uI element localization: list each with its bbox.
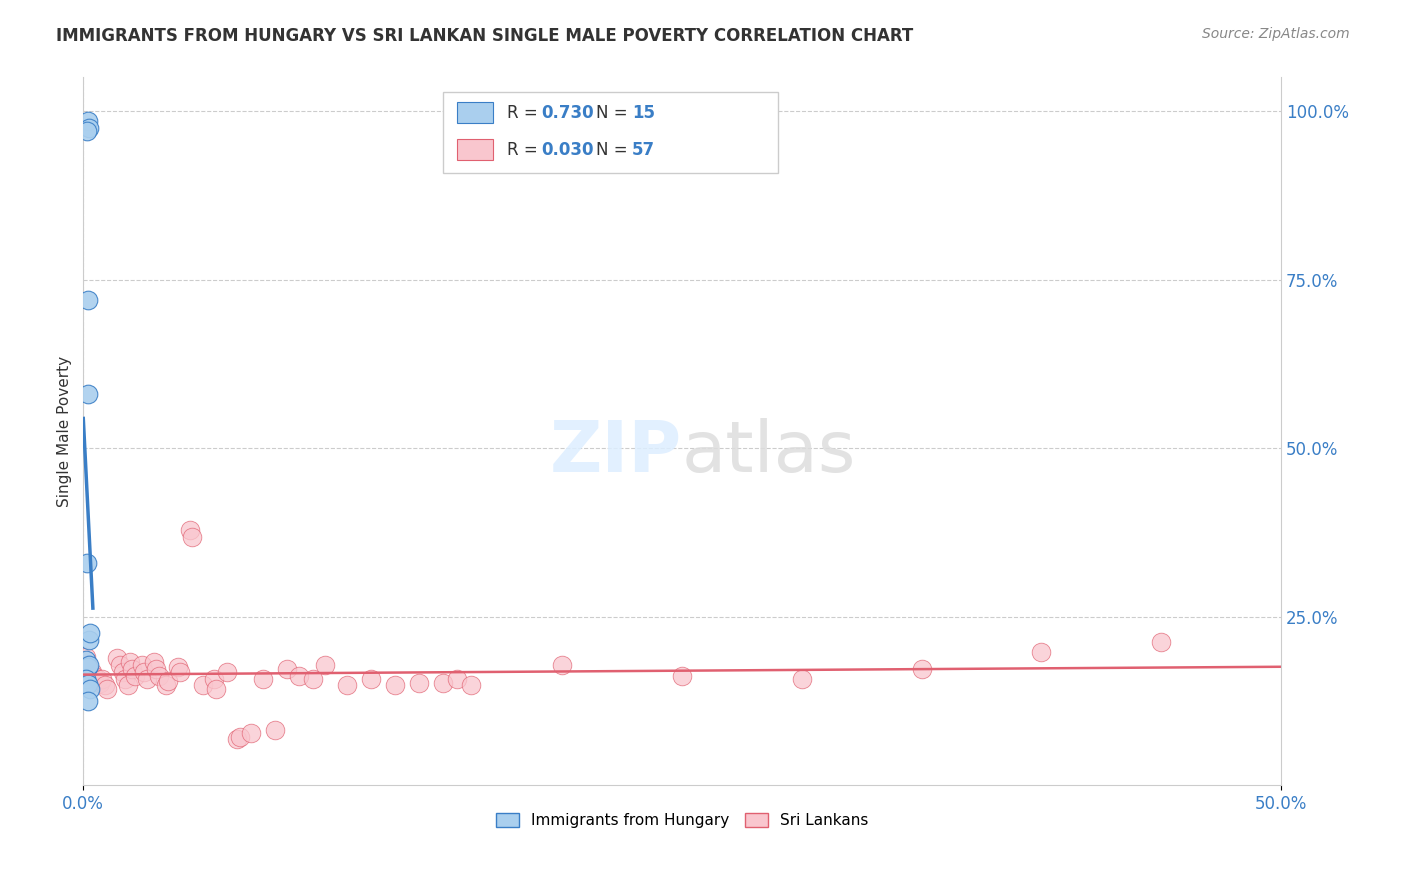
- Point: [134, 665, 156, 679]
- Point: [288, 669, 311, 683]
- Text: 57: 57: [631, 141, 655, 159]
- Point: [191, 678, 214, 692]
- Point: [114, 672, 136, 686]
- Point: [790, 672, 813, 686]
- Point: [432, 675, 454, 690]
- Point: [384, 678, 406, 692]
- Point: [77, 633, 100, 648]
- Point: [80, 665, 103, 679]
- Text: IMMIGRANTS FROM HUNGARY VS SRI LANKAN SINGLE MALE POVERTY CORRELATION CHART: IMMIGRANTS FROM HUNGARY VS SRI LANKAN SI…: [56, 27, 914, 45]
- Point: [86, 672, 108, 686]
- Point: [83, 669, 105, 683]
- Point: [76, 124, 98, 138]
- Point: [76, 556, 98, 570]
- Point: [181, 530, 204, 544]
- Text: 15: 15: [631, 103, 655, 122]
- Text: 0.730: 0.730: [541, 103, 593, 122]
- Point: [157, 673, 180, 688]
- Point: [671, 669, 693, 683]
- Point: [79, 626, 101, 640]
- Point: [155, 678, 177, 692]
- Point: [911, 662, 934, 676]
- Point: [77, 658, 100, 673]
- Point: [179, 524, 201, 538]
- Point: [77, 120, 100, 135]
- Point: [76, 114, 98, 128]
- Text: Source: ZipAtlas.com: Source: ZipAtlas.com: [1202, 27, 1350, 41]
- Y-axis label: Single Male Poverty: Single Male Poverty: [58, 356, 72, 507]
- Point: [77, 293, 100, 307]
- Text: N =: N =: [596, 103, 633, 122]
- Point: [551, 658, 574, 673]
- Point: [121, 662, 143, 676]
- Point: [276, 662, 298, 676]
- Point: [205, 682, 228, 697]
- Point: [131, 658, 153, 673]
- Point: [89, 675, 111, 690]
- Point: [76, 660, 98, 674]
- Point: [239, 725, 262, 739]
- Point: [105, 651, 128, 665]
- Point: [111, 665, 134, 679]
- Text: atlas: atlas: [682, 418, 856, 487]
- Point: [460, 678, 482, 692]
- FancyBboxPatch shape: [457, 139, 494, 161]
- Text: N =: N =: [596, 141, 633, 159]
- Legend: Immigrants from Hungary, Sri Lankans: Immigrants from Hungary, Sri Lankans: [489, 806, 875, 834]
- Text: R =: R =: [508, 103, 543, 122]
- Point: [1031, 645, 1053, 659]
- Point: [202, 672, 225, 686]
- Point: [77, 662, 100, 676]
- Point: [124, 669, 146, 683]
- Point: [264, 723, 287, 737]
- Point: [229, 730, 252, 744]
- Point: [118, 656, 141, 670]
- FancyBboxPatch shape: [457, 103, 494, 123]
- FancyBboxPatch shape: [443, 92, 778, 173]
- Point: [135, 672, 157, 686]
- Point: [145, 662, 167, 676]
- Point: [75, 650, 97, 665]
- Point: [169, 665, 191, 679]
- Point: [76, 387, 98, 401]
- Point: [215, 665, 238, 679]
- Point: [91, 672, 114, 686]
- Point: [96, 682, 118, 697]
- Point: [142, 656, 165, 670]
- Point: [77, 677, 100, 691]
- Text: R =: R =: [508, 141, 543, 159]
- Point: [314, 658, 336, 673]
- Point: [76, 658, 98, 673]
- Point: [110, 658, 132, 673]
- Point: [75, 653, 97, 667]
- Point: [94, 678, 117, 692]
- Point: [148, 669, 170, 683]
- Point: [76, 694, 98, 708]
- Point: [360, 672, 382, 686]
- Point: [79, 682, 101, 697]
- Point: [252, 672, 274, 686]
- Point: [225, 732, 247, 747]
- Text: ZIP: ZIP: [550, 418, 682, 487]
- Point: [302, 672, 325, 686]
- Point: [408, 675, 430, 690]
- Point: [336, 678, 359, 692]
- Text: 0.030: 0.030: [541, 141, 593, 159]
- Point: [75, 672, 97, 686]
- Point: [167, 660, 190, 674]
- Point: [117, 678, 139, 692]
- Point: [1150, 635, 1173, 649]
- Point: [446, 672, 468, 686]
